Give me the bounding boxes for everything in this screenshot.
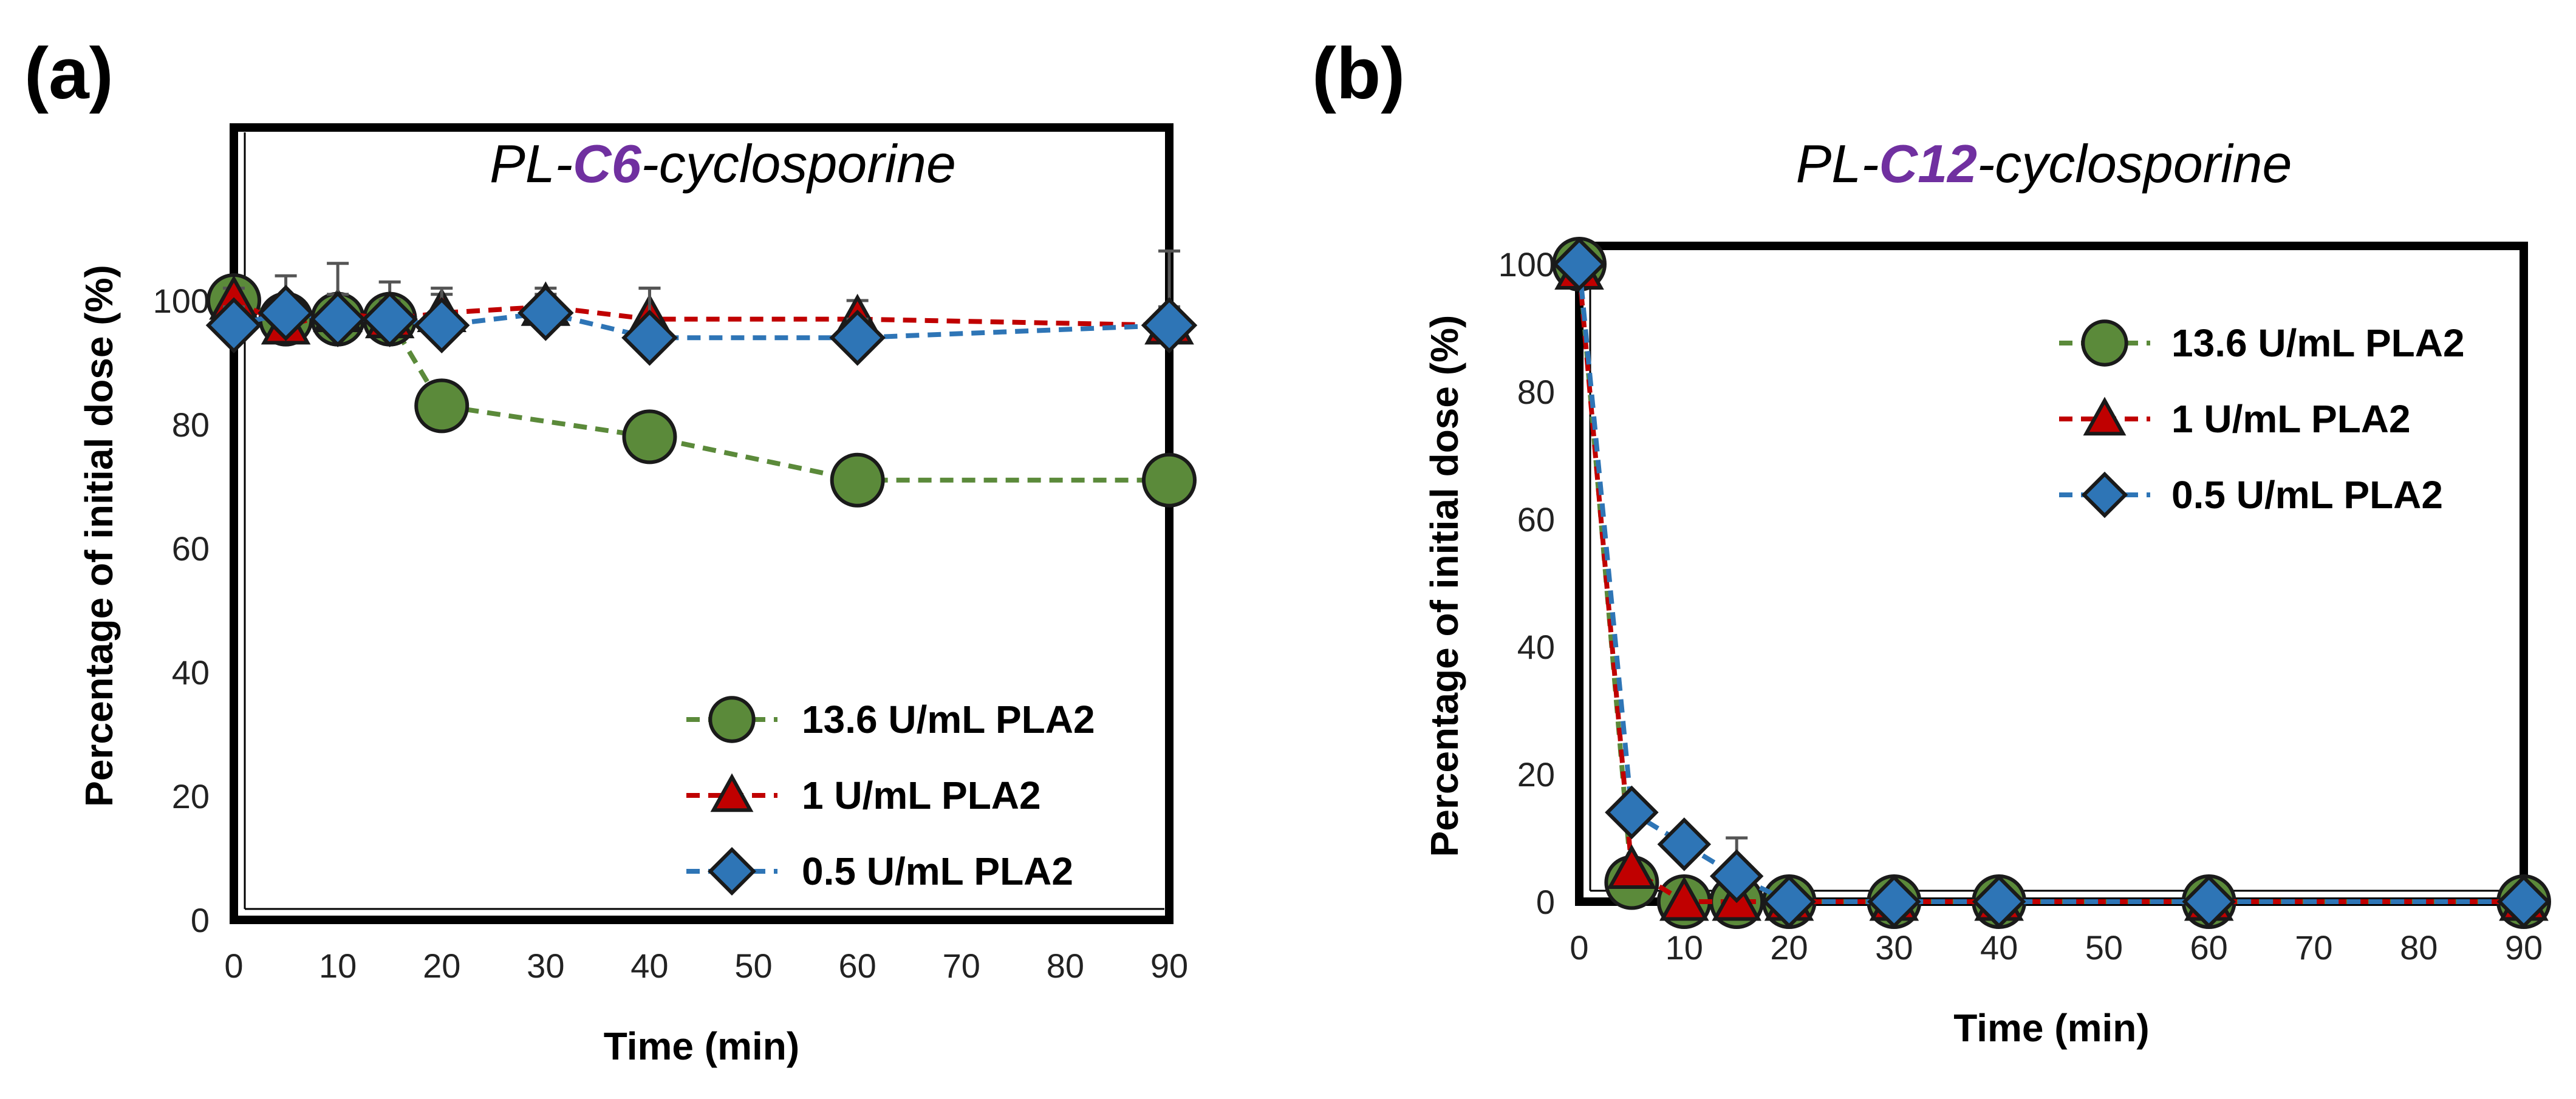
data-point bbox=[1972, 874, 2026, 929]
data-point bbox=[1659, 876, 1709, 921]
x-tick-label: 90 bbox=[2505, 928, 2543, 967]
data-point bbox=[414, 378, 470, 434]
data-point bbox=[1867, 874, 1921, 929]
x-tick-label: 30 bbox=[1875, 928, 1913, 967]
chart-title-accent: C6 bbox=[573, 134, 642, 194]
legend-marker bbox=[2083, 396, 2127, 436]
series-line bbox=[1577, 270, 2524, 904]
y-tick-label: 40 bbox=[172, 653, 210, 692]
legend-marker bbox=[708, 696, 756, 743]
x-axis-title-b: Time (min) bbox=[1953, 1006, 2149, 1050]
x-tick-label: 60 bbox=[2190, 928, 2228, 967]
y-tick-label: 100 bbox=[153, 282, 210, 320]
x-tick-label: 10 bbox=[1666, 928, 1703, 967]
data-point bbox=[622, 409, 677, 464]
y-axis-title-b: Percentage of initial dose (%) bbox=[1423, 315, 1466, 857]
panel-label-a: (a) bbox=[24, 33, 114, 114]
chart-title-b: PL-C12-cyclosporine bbox=[1796, 134, 2292, 194]
y-tick-label: 80 bbox=[172, 406, 210, 444]
y-tick-label: 0 bbox=[1536, 883, 1555, 921]
chart-title-prefix: PL- bbox=[490, 134, 573, 194]
data-point bbox=[518, 285, 574, 341]
chart-title-a: PL-C6-cyclosporine bbox=[490, 134, 956, 194]
data-point bbox=[1141, 297, 1198, 354]
legend-a: 13.6 U/mL PLA2 1 U/mL PLA2 0.5 U/mL PLA2 bbox=[686, 696, 1095, 896]
legend-label: 0.5 U/mL PLA2 bbox=[802, 849, 1073, 893]
x-tick-label: 0 bbox=[224, 947, 243, 985]
y-tick-label: 40 bbox=[1517, 628, 1555, 666]
x-tick-label: 50 bbox=[2085, 928, 2123, 967]
panel-label-b: (b) bbox=[1312, 33, 1406, 114]
data-point bbox=[1762, 874, 1816, 929]
legend-marker bbox=[2081, 471, 2128, 519]
legend-marker bbox=[708, 847, 756, 896]
legend-label: 13.6 U/mL PLA2 bbox=[802, 698, 1095, 741]
data-point bbox=[1605, 785, 1659, 840]
chart-title-prefix: PL- bbox=[1796, 134, 1879, 194]
y-tick-label: 80 bbox=[1517, 373, 1555, 411]
data-point bbox=[2182, 874, 2236, 929]
legend-label: 13.6 U/mL PLA2 bbox=[2171, 321, 2465, 365]
chart-panel-a: PL-C6-cyclosporine 0 20 40 60 80 100 0 10 20 30 40 5… bbox=[24, 33, 1198, 1068]
data-point bbox=[1607, 844, 1657, 890]
x-tick-label: 70 bbox=[943, 947, 980, 985]
x-tick-label: 30 bbox=[527, 947, 564, 985]
y-tick-label: 60 bbox=[172, 529, 210, 568]
x-tick-label: 60 bbox=[839, 947, 876, 985]
x-axis-title-a: Time (min) bbox=[604, 1024, 799, 1068]
chart-title-suffix: -cyclosporine bbox=[641, 134, 956, 194]
plot-frame-a bbox=[230, 123, 1174, 924]
legend-b: 13.6 U/mL PLA2 1 U/mL PLA2 0.5 U/mL PLA2 bbox=[2059, 319, 2465, 519]
data-point bbox=[1142, 452, 1197, 508]
chart-title-accent: C12 bbox=[1879, 134, 1977, 194]
data-point bbox=[2496, 874, 2551, 929]
x-tick-label: 20 bbox=[423, 947, 460, 985]
x-tick-label: 20 bbox=[1770, 928, 1808, 967]
y-tick-label: 0 bbox=[191, 901, 210, 939]
data-point bbox=[829, 309, 886, 366]
data-point bbox=[309, 291, 366, 347]
data-point bbox=[1709, 849, 1764, 903]
data-point bbox=[258, 285, 314, 341]
x-tick-label: 10 bbox=[319, 947, 357, 985]
data-point bbox=[361, 291, 418, 347]
chart-panel-b: PL-C12-cyclosporine 0 20 40 60 80 100 0 10 20 30 40… bbox=[1288, 0, 2575, 1099]
data-point bbox=[830, 452, 885, 508]
data-point bbox=[205, 297, 262, 354]
series-2-a bbox=[205, 262, 1198, 366]
y-tick-label: 100 bbox=[1498, 245, 1555, 284]
data-point bbox=[1657, 817, 1712, 871]
chart-svg-b: PL-C12-cyclosporine 0 20 40 60 80 100 0 10 20 30 40… bbox=[1423, 134, 2551, 1050]
x-tick-label: 90 bbox=[1150, 947, 1188, 985]
x-tick-label: 80 bbox=[2400, 928, 2438, 967]
x-tick-label: 50 bbox=[734, 947, 772, 985]
x-tick-label: 0 bbox=[1570, 928, 1588, 967]
legend-label: 0.5 U/mL PLA2 bbox=[2171, 473, 2443, 517]
x-tick-label: 40 bbox=[630, 947, 668, 985]
series-line bbox=[233, 298, 1169, 483]
data-point bbox=[1552, 237, 1607, 291]
y-tick-label: 20 bbox=[1517, 755, 1555, 794]
legend-label: 1 U/mL PLA2 bbox=[802, 774, 1041, 817]
chart-svg-a: PL-C6-cyclosporine 0 20 40 60 80 100 0 10 20 30 40 5… bbox=[77, 123, 1198, 1068]
legend-marker bbox=[710, 773, 754, 812]
y-tick-label: 60 bbox=[1517, 500, 1555, 539]
y-tick-label: 20 bbox=[172, 777, 210, 815]
x-tick-label: 80 bbox=[1047, 947, 1084, 985]
chart-title-suffix: -cyclosporine bbox=[1977, 134, 2292, 194]
legend-label: 1 U/mL PLA2 bbox=[2171, 397, 2411, 441]
data-point bbox=[621, 309, 678, 366]
x-tick-label: 40 bbox=[1980, 928, 2018, 967]
data-point bbox=[413, 297, 470, 354]
legend-marker bbox=[2081, 319, 2128, 367]
x-tick-label: 70 bbox=[2295, 928, 2332, 967]
series-2-b bbox=[1552, 237, 2551, 929]
y-axis-title-a: Percentage of initial dose (%) bbox=[77, 265, 121, 807]
